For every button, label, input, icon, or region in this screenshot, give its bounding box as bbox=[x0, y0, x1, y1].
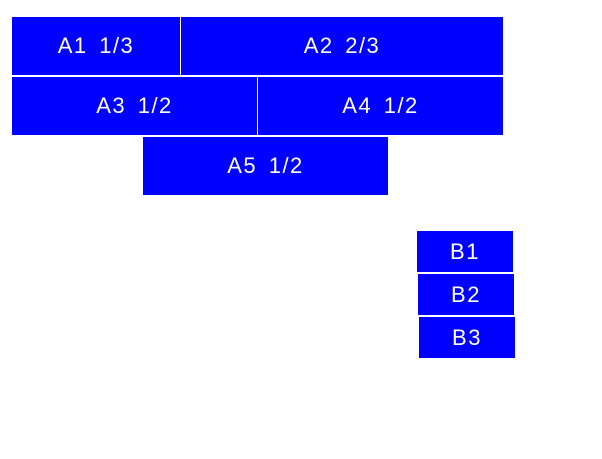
box-a5[interactable]: A5 1/2 bbox=[143, 137, 388, 195]
box-a3[interactable]: A3 1/2 bbox=[12, 77, 257, 135]
box-a2[interactable]: A2 2/3 bbox=[181, 17, 503, 75]
box-b1[interactable]: B1 bbox=[417, 231, 513, 272]
box-b3[interactable]: B3 bbox=[419, 317, 515, 358]
box-b2[interactable]: B2 bbox=[418, 274, 514, 315]
box-a4[interactable]: A4 1/2 bbox=[258, 77, 503, 135]
box-a1[interactable]: A1 1/3 bbox=[12, 17, 180, 75]
